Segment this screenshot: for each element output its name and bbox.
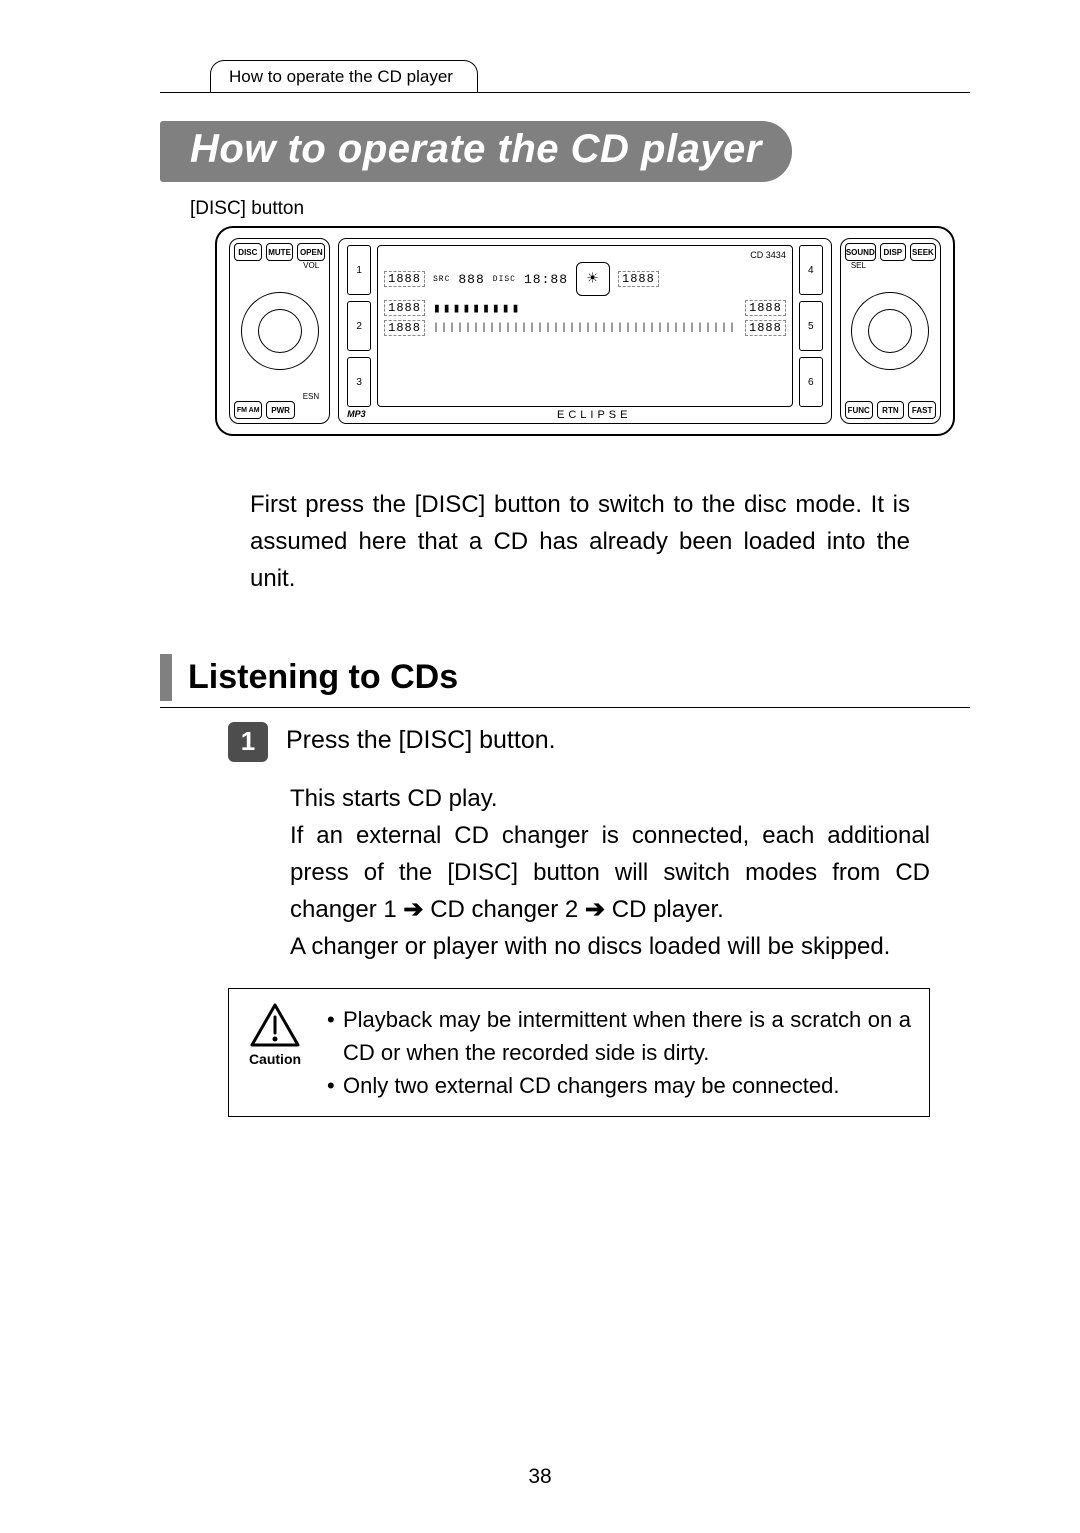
caution-box: Caution •Playback may be intermittent wh…	[228, 988, 930, 1117]
preset-right-col: 4 5 6	[799, 245, 823, 407]
preset-left-col: 1 2 3	[347, 245, 371, 407]
device-left-panel: DISC MUTE OPEN VOL ESN FM AM PWR	[229, 238, 330, 424]
model-label: CD 3434	[384, 250, 786, 260]
select-knob	[851, 292, 929, 370]
section-accent-bar	[160, 654, 172, 701]
header-tab-label: How to operate the CD player	[229, 67, 453, 86]
sun-icon: ☀	[576, 262, 610, 296]
volume-knob	[241, 292, 319, 370]
mp3-label: MP3	[347, 409, 366, 419]
device-right-panel: SOUND DISP SEEK SEL FUNC RTN FAST	[840, 238, 941, 424]
intro-paragraph: First press the [DISC] button to switch …	[250, 486, 910, 598]
preset-4: 4	[799, 245, 823, 295]
preset-2: 2	[347, 301, 371, 351]
sound-button: SOUND	[845, 243, 876, 261]
caution-list: •Playback may be intermittent when there…	[327, 1003, 911, 1102]
step-body: This starts CD play. If an external CD c…	[290, 780, 930, 966]
device-illustration: DISC MUTE OPEN VOL ESN FM AM PWR	[215, 226, 970, 436]
caution-triangle-icon	[250, 1003, 300, 1047]
preset-3: 3	[347, 357, 371, 407]
disc-button: DISC	[234, 243, 262, 261]
preset-6: 6	[799, 357, 823, 407]
lcd-display: CD 3434 1888 SRC 888 DISC 18:88 ☀ 1888	[377, 245, 793, 407]
disp-button: DISP	[880, 243, 906, 261]
device-center-panel: 1 2 3 CD 3434 1888 SRC 888 DISC 18	[338, 238, 832, 424]
seek-button: SEEK	[910, 243, 936, 261]
step-1-row: 1 Press the [DISC] button.	[228, 722, 970, 762]
caution-icon-wrap: Caution	[243, 1003, 307, 1067]
caution-item: •Playback may be intermittent when there…	[327, 1003, 911, 1069]
section-heading: Listening to CDs	[160, 654, 970, 701]
preset-1: 1	[347, 245, 371, 295]
pwr-button: PWR	[266, 401, 294, 419]
step-number-badge: 1	[228, 722, 268, 762]
disc-button-callout: [DISC] button	[190, 198, 970, 220]
step-body-line3: A changer or player with no discs loaded…	[290, 928, 930, 965]
device-faceplate: DISC MUTE OPEN VOL ESN FM AM PWR	[215, 226, 955, 436]
sel-label: SEL	[845, 261, 936, 270]
title-accent-bar	[160, 121, 178, 182]
preset-5: 5	[799, 301, 823, 351]
mute-button: MUTE	[266, 243, 294, 261]
brand-label: ECLIPSE	[366, 407, 823, 421]
section-rule	[160, 707, 970, 708]
arrow-icon: ➔	[585, 896, 605, 923]
fast-button: FAST	[908, 401, 936, 419]
step-title: Press the [DISC] button.	[286, 722, 556, 755]
step-body-line2: If an external CD changer is connected, …	[290, 817, 930, 929]
step-body-line1: This starts CD play.	[290, 780, 930, 817]
caution-label: Caution	[249, 1051, 301, 1067]
caution-item: •Only two external CD changers may be co…	[327, 1069, 911, 1102]
header-tab: How to operate the CD player	[210, 60, 478, 93]
fm-am-button: FM AM	[234, 401, 262, 419]
vol-label: VOL	[234, 261, 325, 270]
page-title: How to operate the CD player	[178, 121, 792, 182]
esn-label: ESN	[234, 392, 325, 401]
section-title: Listening to CDs	[188, 654, 458, 701]
page-title-row: How to operate the CD player	[160, 121, 970, 182]
open-button: OPEN	[297, 243, 325, 261]
page-number: 38	[0, 1465, 1080, 1489]
rtn-button: RTN	[877, 401, 905, 419]
arrow-icon: ➔	[403, 896, 423, 923]
manual-page: How to operate the CD player How to oper…	[0, 0, 1080, 1533]
func-button: FUNC	[845, 401, 873, 419]
